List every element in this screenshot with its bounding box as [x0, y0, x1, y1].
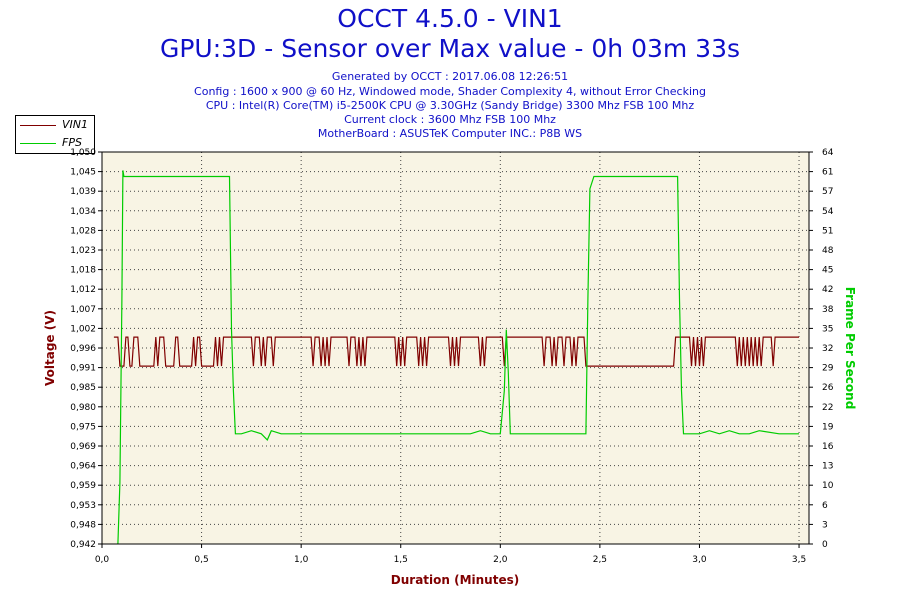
y-right-tick-label: 45 [822, 266, 833, 276]
y-right-tick-label: 32 [822, 344, 833, 354]
y-right-tick-label: 10 [822, 481, 834, 491]
y-right-tick-label: 13 [822, 462, 833, 472]
y-right-tick-label: 3 [822, 520, 828, 530]
x-axis-label: Duration (Minutes) [391, 573, 519, 587]
legend-item-fps: FPS [16, 135, 94, 151]
y-left-tick-label: 1,034 [70, 207, 96, 217]
y-right-tick-label: 6 [822, 501, 828, 511]
y-left-tick-label: 1,023 [70, 246, 96, 256]
y-left-tick-label: 0,991 [70, 364, 96, 374]
y-left-tick-label: 0,948 [70, 520, 96, 530]
x-tick-label: 3,0 [692, 555, 707, 565]
x-axis-ticks: 0,0 0,5 1,0 1,5 2,0 2,5 3,0 3,5 [95, 544, 806, 565]
chart-subtitle: GPU:3D - Sensor over Max value - 0h 03m … [159, 34, 741, 63]
y-right-tick-label: 35 [822, 324, 833, 334]
y-right-tick-label: 16 [822, 442, 834, 452]
y-right-tick-label: 38 [822, 305, 834, 315]
x-tick-label: 1,0 [294, 555, 309, 565]
y-right-tick-label: 29 [822, 364, 834, 374]
info-generated: Generated by OCCT : 2017.06.08 12:26:51 [331, 70, 569, 83]
y-right-tick-label: 42 [822, 285, 833, 295]
info-cpu: CPU : Intel(R) Core(TM) i5-2500K CPU @ 3… [205, 99, 695, 112]
y-left-tick-label: 1,028 [70, 226, 96, 236]
x-tick-label: 0,5 [194, 555, 208, 565]
legend-label-fps: FPS [62, 136, 82, 149]
legend-item-vin1: VIN1 [16, 117, 94, 133]
y-left-tick-label: 0,985 [70, 383, 96, 393]
x-tick-label: 3,5 [792, 555, 806, 565]
x-tick-label: 2,0 [493, 555, 508, 565]
y-left-tick-label: 1,012 [70, 285, 96, 295]
plot-frame [101, 151, 810, 545]
legend-label-vin1: VIN1 [62, 118, 88, 131]
legend-swatch-vin1 [20, 125, 56, 126]
info-current-clock: Current clock : 3600 Mhz FSB 100 Mhz [344, 113, 556, 126]
y-left-tick-label: 1,007 [70, 305, 96, 315]
y-axis-label-right: Frame Per Second [843, 287, 857, 410]
info-config: Config : 1600 x 900 @ 60 Hz, Windowed mo… [194, 85, 706, 98]
grid [102, 152, 809, 544]
y-left-tick-label: 1,018 [70, 266, 96, 276]
y-left-tick-label: 1,039 [70, 187, 96, 197]
y-right-tick-label: 61 [822, 168, 833, 178]
right-axis-ticks: 0 3 6 10 13 16 19 22 26 29 32 35 38 42 45 48 51 54 57 61 64 [809, 148, 834, 550]
x-tick-label: 1,5 [394, 555, 408, 565]
y-right-tick-label: 54 [822, 207, 834, 217]
series-line-vin1 [113, 336, 799, 367]
x-tick-label: 0,0 [95, 555, 110, 565]
legend-swatch-fps [20, 143, 56, 144]
y-left-tick-label: 0,969 [70, 442, 96, 452]
y-left-tick-label: 1,002 [70, 324, 96, 334]
chart-title: OCCT 4.5.0 - VIN1 [337, 4, 563, 33]
y-left-tick-label: 1,045 [70, 168, 96, 178]
y-right-tick-label: 64 [822, 148, 834, 158]
y-left-tick-label: 0,975 [70, 422, 96, 432]
left-axis-ticks: 0,942 0,948 0,953 0,959 0,964 0,969 0,975 0,980… [70, 148, 102, 550]
y-right-tick-label: 48 [822, 246, 834, 256]
y-right-tick-label: 51 [822, 226, 833, 236]
y-left-tick-label: 0,953 [70, 501, 96, 511]
series-group [113, 170, 799, 545]
legend: VIN1 FPS [15, 115, 95, 154]
y-left-tick-label: 0,964 [70, 462, 96, 472]
y-right-tick-label: 57 [822, 187, 833, 197]
y-left-tick-label: 0,996 [70, 344, 96, 354]
y-right-tick-label: 22 [822, 403, 833, 413]
y-right-tick-label: 0 [822, 540, 828, 550]
y-left-tick-label: 0,942 [70, 540, 96, 550]
info-motherboard: MotherBoard : ASUSTeK Computer INC.: P8B… [317, 127, 583, 140]
y-right-tick-label: 19 [822, 422, 834, 432]
y-right-tick-label: 26 [822, 383, 834, 393]
y-left-tick-label: 0,980 [70, 403, 96, 413]
y-axis-label-left: Voltage (V) [43, 310, 57, 386]
series-line-fps [117, 170, 799, 545]
y-left-tick-label: 0,959 [70, 481, 96, 491]
x-tick-label: 2,5 [593, 555, 607, 565]
y-left-tick-label: 1,050 [70, 148, 96, 158]
